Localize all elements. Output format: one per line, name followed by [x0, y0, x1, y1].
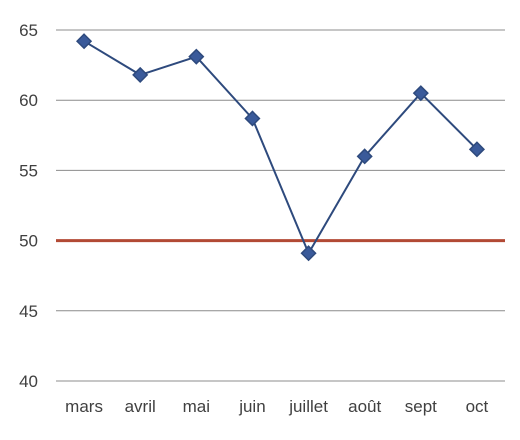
x-tick-label-5: août — [348, 397, 381, 416]
y-tick-label-65: 65 — [19, 21, 38, 40]
data-point-août — [356, 148, 373, 165]
x-tick-label-7: oct — [466, 397, 489, 416]
data-point-oct — [468, 141, 485, 158]
markers-layer — [76, 33, 485, 262]
x-tick-label-0: mars — [65, 397, 103, 416]
y-tick-label-60: 60 — [19, 91, 38, 110]
y-tick-label-40: 40 — [19, 372, 38, 391]
x-tick-label-2: mai — [183, 397, 210, 416]
y-tick-label-55: 55 — [19, 161, 38, 180]
x-tick-label-6: sept — [405, 397, 437, 416]
series-line-0 — [83, 40, 478, 255]
data-point-mai — [188, 48, 205, 65]
data-point-avril — [132, 66, 149, 83]
data-point-mars — [76, 33, 93, 50]
data-point-juillet — [300, 245, 317, 262]
y-tick-label-45: 45 — [19, 302, 38, 321]
data-point-sept — [412, 85, 429, 102]
series-line-layer — [83, 40, 478, 255]
x-tick-label-3: juin — [238, 397, 265, 416]
y-axis-tick-labels: 40 45 50 55 60 65 — [19, 21, 38, 391]
x-tick-label-4: juillet — [288, 397, 328, 416]
x-axis-tick-labels: mars avril mai juin juillet août sept oct — [65, 397, 488, 416]
gridlines — [56, 29, 505, 382]
x-tick-label-1: avril — [125, 397, 156, 416]
y-tick-label-50: 50 — [19, 232, 38, 251]
data-point-juin — [244, 110, 261, 127]
